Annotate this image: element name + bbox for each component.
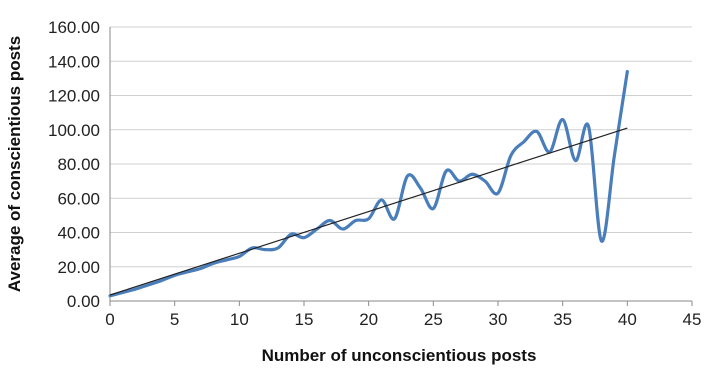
- x-tick-label: 0: [105, 310, 114, 329]
- y-tick-label: 80.00: [57, 155, 100, 174]
- x-axis-tick-labels: 0 5 10 15 20 25 30 35 40 45: [105, 310, 701, 329]
- y-tick-label: 140.00: [48, 52, 100, 71]
- x-tick-label: 45: [683, 310, 702, 329]
- x-tick-label: 5: [170, 310, 179, 329]
- x-tick-label: 35: [553, 310, 572, 329]
- y-tick-label: 160.00: [48, 18, 100, 37]
- y-tick-label: 100.00: [48, 121, 100, 140]
- trendline: [109, 127, 628, 296]
- x-tick-label: 10: [230, 310, 249, 329]
- y-tick-label: 0.00: [67, 292, 100, 311]
- y-tick-label: 60.00: [57, 189, 100, 208]
- x-tick-label: 15: [295, 310, 314, 329]
- x-axis-title: Number of unconscientious posts: [262, 346, 537, 365]
- x-tick-label: 25: [424, 310, 443, 329]
- x-tick-label: 20: [359, 310, 378, 329]
- axes: [109, 27, 693, 306]
- series: [108, 69, 629, 298]
- y-tick-label: 40.00: [57, 224, 100, 243]
- x-tick-label: 40: [618, 310, 637, 329]
- y-tick-label: 120.00: [48, 87, 100, 106]
- y-axis-title: Average of conscientious posts: [5, 36, 24, 292]
- data-series-line: [108, 69, 629, 298]
- y-axis-tick-labels: 0.00 20.00 40.00 60.00 80.00 100.00 120.00 140.…: [48, 18, 100, 311]
- y-tick-label: 20.00: [57, 258, 100, 277]
- x-tick-label: 30: [489, 310, 508, 329]
